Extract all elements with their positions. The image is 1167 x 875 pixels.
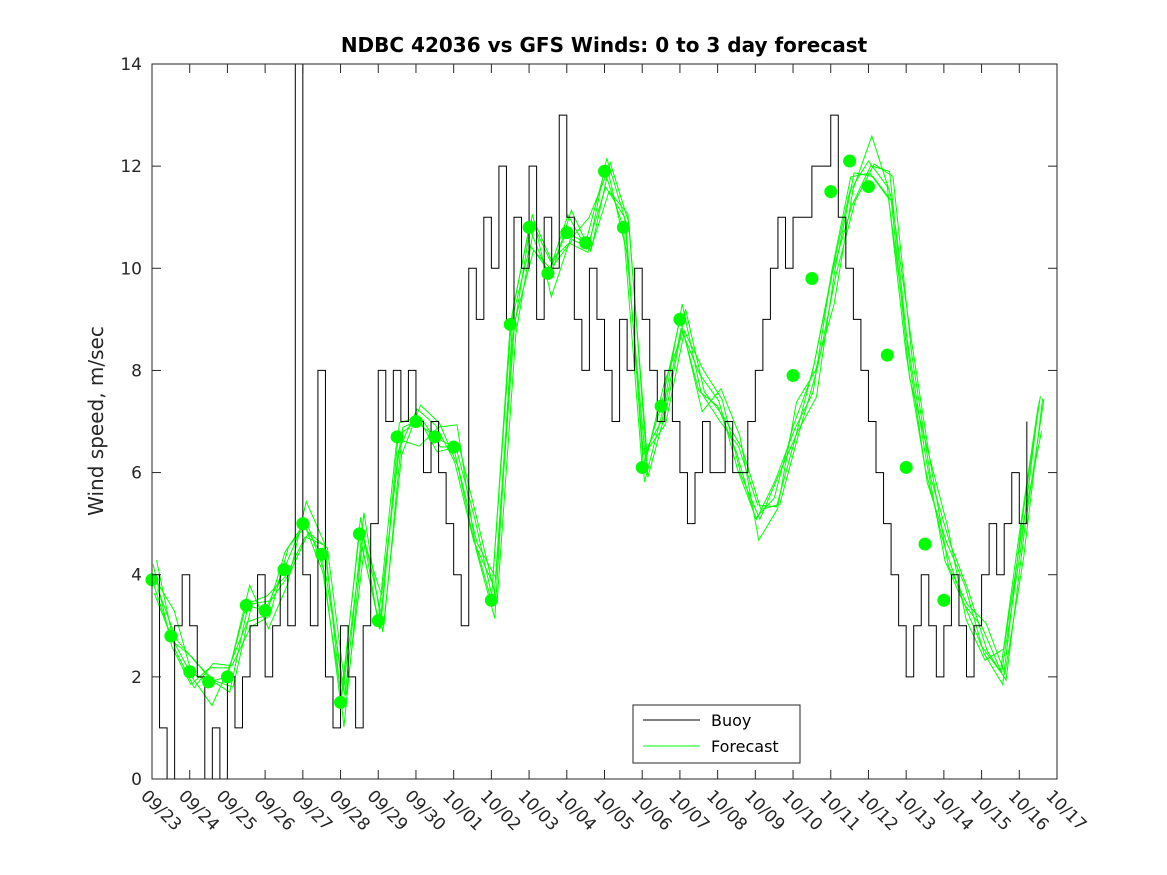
y-axis-label: Wind speed, m/sec bbox=[84, 326, 108, 516]
chart-title: NDBC 42036 vs GFS Winds: 0 to 3 day fore… bbox=[341, 33, 868, 57]
forecast-marker bbox=[673, 312, 687, 326]
forecast-marker bbox=[522, 220, 536, 234]
forecast-marker bbox=[371, 614, 385, 628]
x-tick-label: 09/30 bbox=[400, 786, 449, 835]
x-tick-label: 10/08 bbox=[702, 786, 751, 835]
legend-box bbox=[632, 704, 801, 764]
x-tick-label: 10/09 bbox=[740, 786, 789, 835]
y-tick-label: 14 bbox=[120, 55, 142, 75]
y-tick-label: 4 bbox=[131, 566, 142, 586]
x-tick-label: 09/23 bbox=[136, 786, 185, 835]
forecast-marker bbox=[824, 185, 838, 199]
forecast-marker bbox=[447, 440, 461, 454]
x-tick-label: 10/04 bbox=[551, 786, 600, 835]
forecast-marker bbox=[560, 226, 574, 240]
forecast-marker bbox=[918, 537, 932, 551]
x-tick-label: 10/06 bbox=[627, 786, 676, 835]
x-tick-label: 09/29 bbox=[363, 786, 412, 835]
forecast-marker bbox=[202, 675, 216, 689]
x-tick-label: 09/26 bbox=[250, 786, 299, 835]
forecast-marker bbox=[899, 460, 913, 474]
buoy-line bbox=[152, 63, 1028, 780]
y-tick-label: 2 bbox=[131, 668, 142, 688]
forecast-marker bbox=[164, 629, 178, 643]
x-tick-label: 10/01 bbox=[438, 786, 487, 835]
x-tick-label: 10/16 bbox=[1004, 786, 1053, 835]
x-tick-label: 10/02 bbox=[476, 786, 525, 835]
x-tick-label: 09/27 bbox=[287, 786, 336, 835]
forecast-marker bbox=[352, 527, 366, 541]
forecast-marker bbox=[654, 399, 668, 413]
forecast-marker bbox=[786, 369, 800, 383]
x-tick-label: 10/05 bbox=[589, 786, 638, 835]
forecast-marker bbox=[183, 665, 197, 679]
forecast-marker bbox=[258, 603, 272, 617]
y-tick-label: 0 bbox=[131, 770, 142, 790]
forecast-marker bbox=[635, 460, 649, 474]
forecast-marker bbox=[390, 430, 404, 444]
x-tick-label: 10/03 bbox=[514, 786, 563, 835]
x-tick-label: 10/07 bbox=[664, 786, 713, 835]
legend-label-buoy: Buoy bbox=[711, 711, 751, 730]
forecast-marker bbox=[239, 598, 253, 612]
y-tick-label: 6 bbox=[131, 464, 142, 484]
forecast-marker bbox=[541, 266, 555, 280]
forecast-marker bbox=[277, 563, 291, 577]
forecast-marker bbox=[296, 517, 310, 531]
forecast-marker bbox=[805, 272, 819, 285]
forecast-marker bbox=[220, 670, 234, 684]
forecast-marker bbox=[503, 317, 517, 331]
forecast-marker bbox=[843, 154, 857, 168]
forecast-marker bbox=[937, 593, 951, 607]
forecast-marker bbox=[315, 547, 329, 561]
x-tick-label: 09/28 bbox=[325, 786, 374, 835]
x-tick-label: 10/15 bbox=[966, 786, 1015, 835]
forecast-marker bbox=[334, 695, 348, 709]
x-tick-label: 10/10 bbox=[778, 786, 827, 835]
forecast-marker bbox=[428, 430, 442, 444]
forecast-marker bbox=[616, 220, 630, 234]
x-tick-label: 09/25 bbox=[212, 786, 261, 835]
y-tick-label: 10 bbox=[120, 259, 142, 279]
forecast-marker bbox=[579, 236, 593, 250]
y-tick-label: 8 bbox=[131, 361, 142, 381]
forecast-marker bbox=[484, 593, 498, 607]
markers-layer bbox=[145, 154, 951, 709]
legend: Buoy Forecast bbox=[632, 704, 801, 764]
x-tick-label: 10/14 bbox=[928, 786, 977, 835]
x-tick-label: 09/24 bbox=[174, 786, 223, 835]
x-tick-label: 10/17 bbox=[1041, 786, 1090, 835]
forecast-marker bbox=[880, 348, 894, 362]
y-tick-label: 12 bbox=[120, 157, 142, 177]
y-axis: 0 2 4 6 8 10 12 14 bbox=[120, 55, 1057, 790]
x-tick-label: 10/13 bbox=[891, 786, 940, 835]
forecast-line bbox=[153, 158, 1041, 693]
forecast-marker bbox=[409, 415, 423, 428]
forecast-marker bbox=[598, 164, 611, 178]
forecast-marker bbox=[861, 180, 875, 194]
legend-label-forecast: Forecast bbox=[711, 737, 779, 756]
x-tick-label: 10/11 bbox=[815, 786, 864, 835]
forecast-line bbox=[157, 160, 1045, 696]
x-tick-label: 10/12 bbox=[853, 786, 902, 835]
